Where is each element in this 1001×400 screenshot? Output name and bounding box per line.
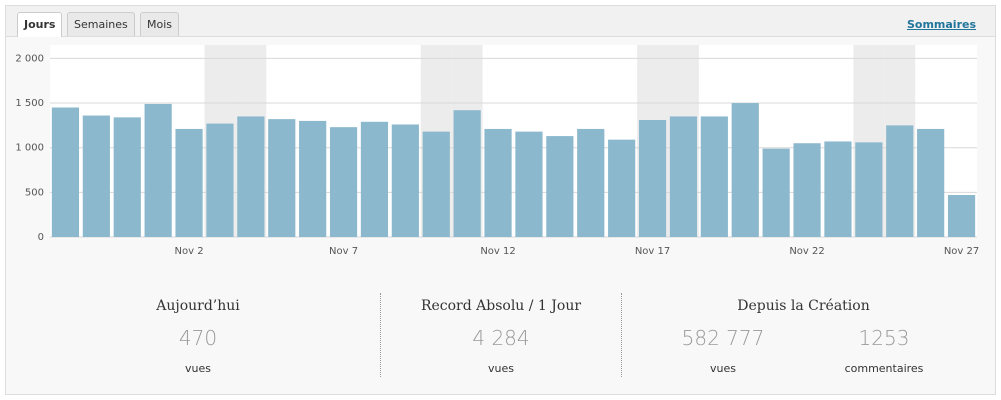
bar [51, 107, 80, 237]
x-tick-label: Nov 2 [175, 246, 204, 257]
stat-label: commentaires [844, 362, 924, 375]
bar [793, 143, 821, 237]
tab[interactable]: Mois [140, 12, 180, 36]
stat-label: vues [710, 362, 736, 375]
y-tick-label: 500 [25, 187, 44, 198]
bar [762, 148, 790, 237]
bar [237, 116, 265, 237]
x-tick-label: Nov 17 [635, 246, 670, 257]
bar [855, 142, 883, 237]
x-tick-label: Nov 7 [329, 246, 358, 257]
bar [82, 115, 110, 237]
bar [669, 116, 698, 237]
bar [577, 128, 605, 237]
y-tick-label: 1 500 [15, 98, 44, 109]
x-tick-label: Nov 12 [480, 246, 515, 257]
stat-label: vues [488, 362, 514, 375]
bar [886, 125, 914, 237]
bar [113, 117, 141, 237]
bar [360, 121, 389, 237]
separator [621, 293, 622, 377]
stat-item: 582 777 vues [643, 314, 803, 375]
stat-item: 1253 commentaires [804, 314, 964, 375]
bar [391, 124, 419, 237]
header: Jours Semaines Mois Sommaires [6, 6, 995, 37]
bar [608, 139, 636, 237]
stat-item: 4 284 vues [421, 314, 581, 375]
y-tick-label: 2 000 [15, 53, 44, 64]
bar [422, 131, 450, 237]
bar [484, 128, 512, 237]
tab[interactable]: Semaines [67, 12, 135, 36]
stat-item: 470 vues [118, 314, 278, 375]
bar [917, 128, 945, 237]
bar [731, 103, 759, 237]
y-tick-label: 1 000 [15, 143, 44, 154]
x-tick-label: Nov 22 [789, 246, 824, 257]
bar [453, 110, 481, 237]
bar [144, 103, 172, 237]
stat-value: 4 284 [472, 326, 530, 350]
stat-value: 582 777 [681, 326, 765, 350]
y-tick-label: 0 [38, 232, 44, 243]
chart: 0 500 1 000 1 500 2 000 Nov 2 Nov 7 Nov 12 Nov 1… [15, 45, 979, 257]
bar [638, 120, 667, 237]
x-tick-label: Nov 27 [944, 246, 979, 257]
bar [515, 131, 543, 237]
bar [700, 116, 728, 237]
bar [268, 119, 296, 237]
separator [380, 293, 381, 377]
bar [947, 195, 976, 237]
tab[interactable]: Jours [17, 12, 63, 37]
stat-title: Record Absolu / 1 Jour [420, 298, 582, 314]
bar [175, 128, 203, 237]
stat-value: 470 [178, 326, 218, 350]
bar [824, 141, 852, 237]
bar [206, 123, 234, 237]
summary-link[interactable]: Sommaires [906, 18, 976, 31]
stat-title: Aujourd’hui [156, 298, 240, 314]
bar [546, 136, 574, 237]
stat-value: 1253 [858, 326, 910, 350]
bar [299, 120, 327, 237]
bar [329, 127, 358, 237]
stat-label: vues [185, 362, 211, 375]
stat-title: Depuis la Création [737, 298, 870, 314]
